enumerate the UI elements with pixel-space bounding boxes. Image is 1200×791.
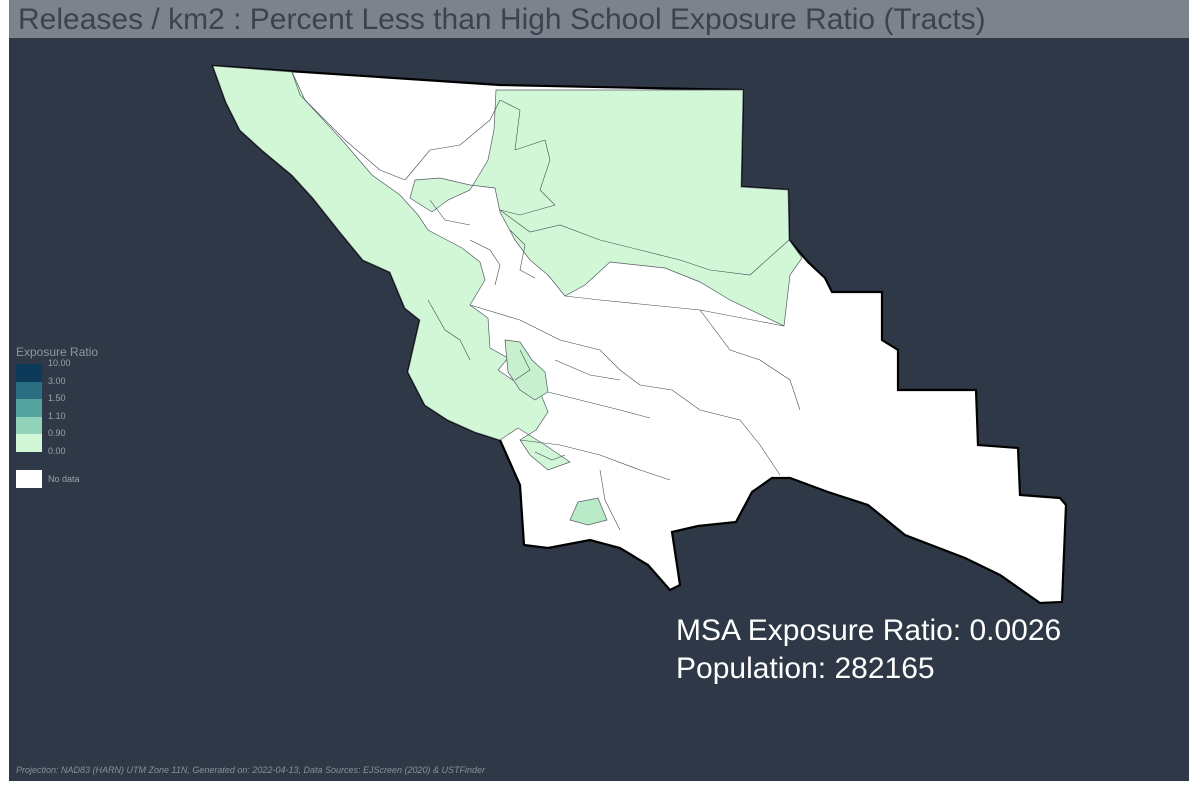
legend-label: 0.90 [48,428,66,438]
tract-group-north [409,89,803,327]
legend-swatch [16,434,42,452]
legend-class: 1.50 [16,393,136,417]
legend-swatch [16,381,42,399]
population: Population: 282165 [676,652,935,685]
legend-label: 1.10 [48,410,66,421]
msa-exposure-ratio: MSA Exposure Ratio: 0.0026 [676,614,1062,647]
legend-swatch [16,364,42,382]
legend-class: 3.00 [16,376,136,399]
legend: Exposure Ratio 10.00 3.00 1.50 1.10 0.90… [16,345,136,488]
legend-label: 1.50 [48,393,66,403]
legend-no-data-swatch [16,470,42,488]
legend-title: Exposure Ratio [16,345,99,359]
legend-swatch [16,416,42,434]
legend-swatch [16,399,42,417]
stats-block: MSA Exposure Ratio: 0.0026 Population: 2… [676,612,1061,688]
tract-south [569,497,608,526]
legend-no-data: No data [16,470,136,488]
legend-label: 3.00 [48,375,66,386]
footer-note: Projection: NAD83 (HARN) UTM Zone 11N, G… [16,765,486,775]
county-map [211,64,1068,605]
legend-class: 0.90 [16,428,136,452]
title-bar: Releases / km2 : Percent Less than High … [9,0,1189,38]
legend-label: 10.00 [48,358,71,368]
legend-no-data-label: No data [48,474,80,484]
legend-label: 0.00 [48,445,66,456]
legend-class: 1.10 [16,411,136,434]
map-title: Releases / km2 : Percent Less than High … [18,3,986,36]
legend-class: 10.00 [16,358,136,382]
tract-group-coastal [212,65,571,471]
map-frame: Releases / km2 : Percent Less than High … [9,0,1189,781]
legend-class: 0.00 [16,446,136,470]
tract-boundaries [291,71,801,531]
